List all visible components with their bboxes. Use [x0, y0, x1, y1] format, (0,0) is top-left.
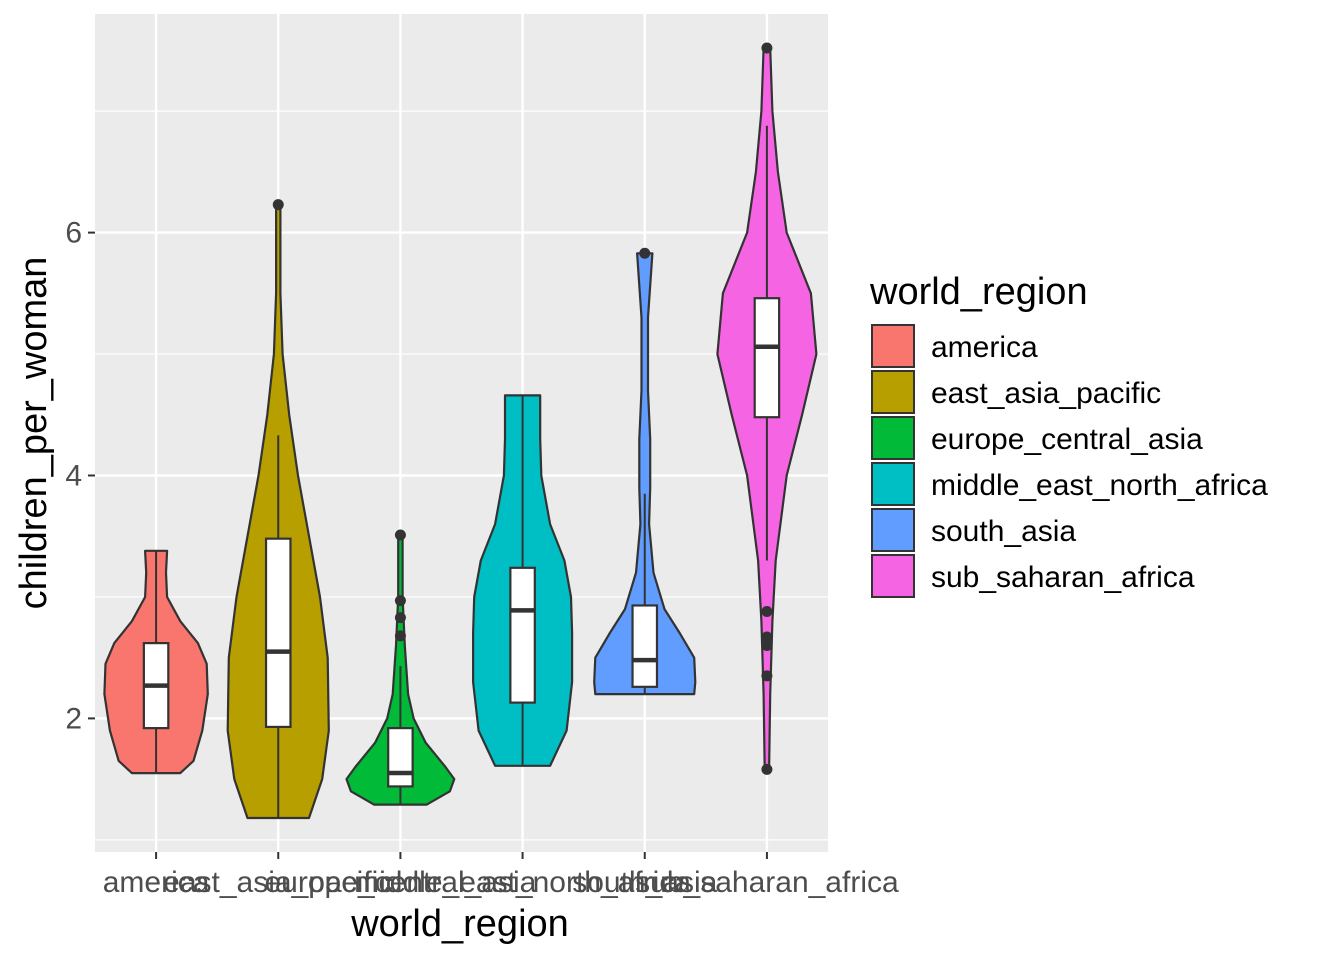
y-tick-label: 2 [65, 702, 82, 735]
legend-key-south_asia [871, 508, 915, 552]
x-tick-label: america [103, 866, 210, 899]
outlier-point [761, 42, 773, 54]
outlier-point [394, 630, 406, 642]
outlier-point [761, 606, 773, 618]
legend: world_region america east_asia_pacificeur… [869, 271, 1268, 598]
legend-items: america east_asia_pacific europe_central_a… [871, 324, 1268, 598]
outlier-layer [272, 42, 773, 775]
legend-label-europe_central_asia: europe_central_asia [931, 423, 1203, 456]
outlier-point [272, 199, 284, 211]
minor-gridlines [95, 110, 828, 841]
outlier-point [761, 670, 773, 682]
box-south_asia [631, 604, 659, 688]
x-tick-label: europe_central_asia [264, 866, 536, 899]
outlier-point [761, 763, 773, 775]
legend-label-middle_east_north_africa: middle_east_north_africa [931, 469, 1268, 502]
legend-label-america: america [931, 331, 1038, 364]
outlier-point [761, 631, 773, 643]
x-tick-label: south_asia [572, 866, 717, 899]
legend-key-east_asia_pacific [871, 370, 915, 414]
box-middle_east_north_africa [509, 566, 536, 704]
outlier-point [394, 529, 406, 541]
boxplot-layer [142, 125, 781, 818]
x-tick-label: sub_saharan_africa [635, 866, 899, 899]
legend-key-america [871, 324, 915, 368]
legend-label-sub_saharan_africa: sub_saharan_africa [931, 561, 1195, 594]
y-axis-title: children_per_woman [13, 257, 55, 610]
legend-label-south_asia: south_asia [931, 515, 1076, 548]
outlier-point [394, 595, 406, 607]
x-axis: americaeast_asia_pacificeurope_central_a… [103, 852, 899, 899]
legend-key-middle_east_north_africa [871, 462, 915, 506]
box-east_asia_pacific [264, 537, 292, 729]
legend-key-europe_central_asia [871, 416, 915, 460]
outlier-point [761, 640, 773, 652]
outlier-point [394, 612, 406, 624]
outlier-point [639, 247, 651, 259]
y-tick-label: 6 [65, 217, 82, 250]
y-tick-label: 4 [65, 460, 82, 493]
legend-key-sub_saharan_africa [871, 554, 915, 598]
legend-label-east_asia_pacific: east_asia_pacific [931, 377, 1161, 410]
x-axis-title: world_region [350, 903, 569, 945]
violin-south_asia [593, 252, 697, 696]
y-axis: 2 4 6 [65, 217, 95, 735]
x-tick-label: middle_east_north_africa [354, 866, 691, 899]
legend-title: world_region [869, 271, 1088, 313]
box-sub_saharan_africa [753, 297, 781, 419]
box-europe_central_asia [387, 727, 414, 788]
x-tick-label: east_asia_pacific [163, 866, 393, 899]
panel-background [95, 14, 828, 852]
